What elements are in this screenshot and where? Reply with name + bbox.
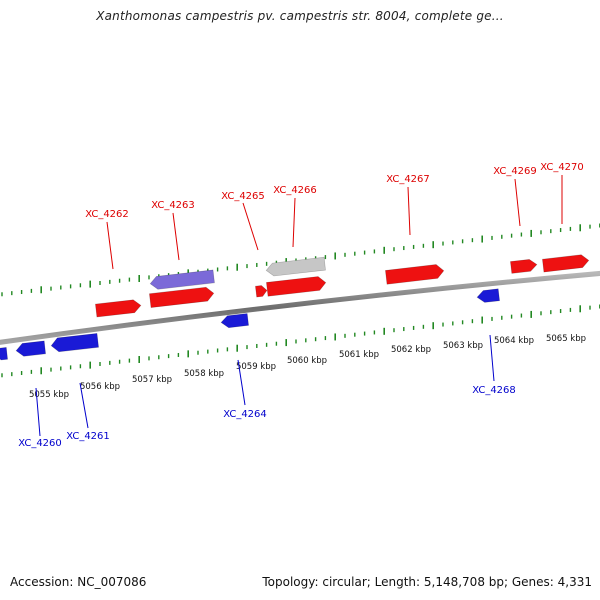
gene-arrow[interactable] bbox=[220, 313, 249, 329]
gene-label[interactable]: XC_4264 bbox=[223, 359, 267, 420]
kbp-label: 5057 kbp bbox=[132, 375, 172, 385]
kbp-label: 5059 kbp bbox=[236, 362, 276, 372]
kbp-label: 5056 kbp bbox=[80, 382, 120, 392]
kbp-label: 5063 kbp bbox=[443, 341, 483, 351]
kbp-label: 5058 kbp bbox=[184, 369, 224, 379]
kbp-label: 5064 kbp bbox=[494, 336, 534, 346]
svg-text:XC_4260: XC_4260 bbox=[18, 438, 62, 449]
gene-label[interactable]: XC_4265 bbox=[221, 191, 265, 251]
svg-text:XC_4267: XC_4267 bbox=[386, 174, 430, 185]
gene-arrow[interactable] bbox=[476, 288, 500, 303]
gene-arrow[interactable] bbox=[95, 299, 142, 318]
svg-text:XC_4270: XC_4270 bbox=[540, 162, 584, 173]
svg-text:XC_4265: XC_4265 bbox=[221, 191, 265, 202]
gene-label[interactable]: XC_4262 bbox=[85, 209, 129, 270]
gene-label[interactable]: XC_4266 bbox=[273, 185, 317, 248]
accession-label: Accession: NC_007086 bbox=[10, 575, 147, 589]
gene-arrow[interactable] bbox=[0, 347, 8, 361]
reverse-tick-row bbox=[1, 304, 600, 378]
svg-text:XC_4269: XC_4269 bbox=[493, 166, 537, 177]
operon-feature[interactable] bbox=[149, 269, 215, 290]
map-title: Xanthomonas campestris pv. campestris st… bbox=[96, 9, 504, 23]
kbp-label: 5060 kbp bbox=[287, 356, 327, 366]
genome-backbone bbox=[0, 270, 600, 345]
forward-tick-row bbox=[1, 223, 600, 297]
svg-text:XC_4264: XC_4264 bbox=[223, 409, 267, 420]
kbp-label: 5061 kbp bbox=[339, 350, 379, 360]
gene-arrow[interactable] bbox=[149, 286, 215, 308]
gene-arrow[interactable] bbox=[542, 254, 590, 273]
genome-summary: Topology: circular; Length: 5,148,708 bp… bbox=[262, 575, 592, 589]
gene-arrow[interactable] bbox=[385, 264, 445, 285]
gene-arrow[interactable] bbox=[50, 333, 99, 353]
gene-label[interactable]: XC_4268 bbox=[472, 334, 516, 396]
gene-label[interactable]: XC_4260 bbox=[18, 387, 62, 449]
kbp-label: 5065 kbp bbox=[546, 334, 586, 344]
kbp-label: 5062 kbp bbox=[391, 345, 431, 355]
gene-arrow[interactable] bbox=[255, 285, 268, 298]
svg-text:XC_4262: XC_4262 bbox=[85, 209, 129, 220]
kbp-label: 5055 kbp bbox=[29, 390, 69, 400]
gene-label[interactable]: XC_4270 bbox=[540, 162, 584, 224]
svg-text:XC_4268: XC_4268 bbox=[472, 385, 516, 396]
gene-arrow[interactable] bbox=[510, 259, 538, 274]
gene-label[interactable]: XC_4263 bbox=[151, 200, 195, 261]
svg-text:XC_4261: XC_4261 bbox=[66, 431, 110, 442]
pseudo-gene[interactable] bbox=[265, 256, 326, 277]
gene-label[interactable]: XC_4267 bbox=[386, 174, 430, 236]
gene-arrow[interactable] bbox=[15, 340, 46, 357]
svg-text:XC_4266: XC_4266 bbox=[273, 185, 317, 196]
gene-label[interactable]: XC_4261 bbox=[66, 382, 110, 442]
gene-label[interactable]: XC_4269 bbox=[493, 166, 537, 227]
svg-text:XC_4263: XC_4263 bbox=[151, 200, 195, 211]
gene-arrow[interactable] bbox=[266, 276, 327, 297]
